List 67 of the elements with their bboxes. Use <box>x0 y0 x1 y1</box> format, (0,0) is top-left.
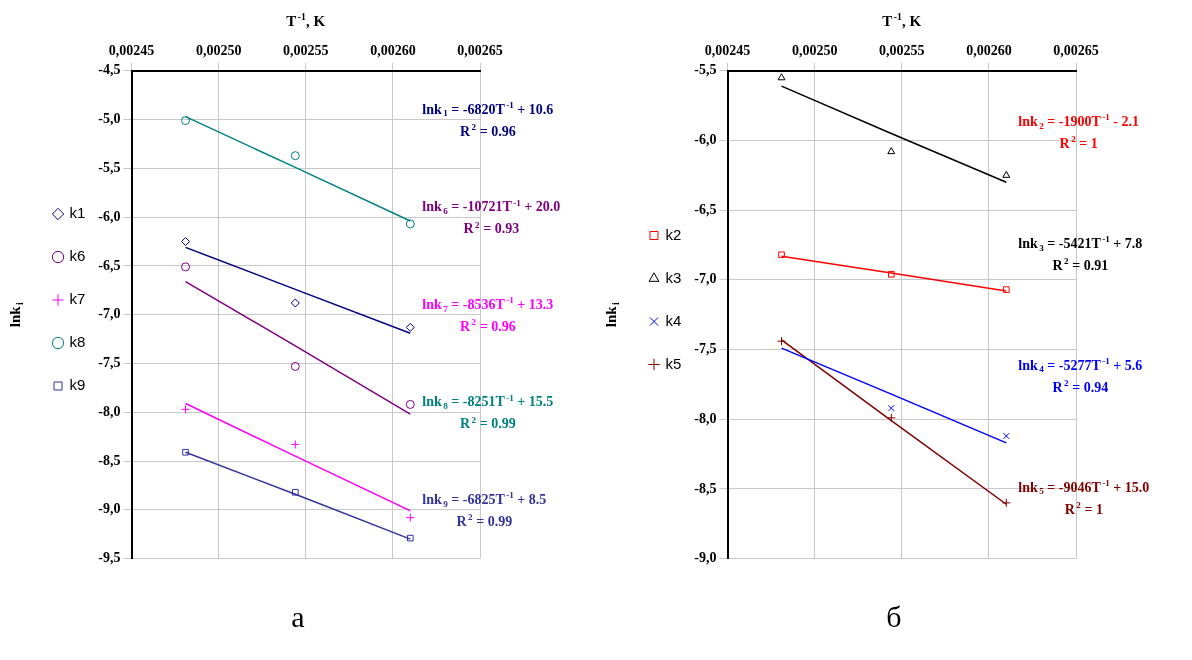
y-tick-label: -4,5 <box>98 62 121 78</box>
point <box>290 151 300 161</box>
text: а <box>290 600 306 634</box>
point <box>777 336 787 346</box>
point <box>182 448 189 456</box>
point <box>290 298 300 308</box>
y-tick-label: -7,0 <box>694 271 717 287</box>
point <box>181 237 191 247</box>
x-tick-label: 0,00250 <box>791 43 838 59</box>
legend-label: k7 <box>69 290 86 308</box>
y-tick-label: -8,5 <box>98 452 121 468</box>
y-tick-label: -9,5 <box>98 550 121 566</box>
point <box>405 399 415 409</box>
y-tick-label: -6,5 <box>694 201 717 217</box>
y-tick-label: -5,5 <box>694 62 717 78</box>
y-tick-label: -9,0 <box>694 550 717 566</box>
x-tick-label: 0,00255 <box>879 43 925 59</box>
x-tick-label: 0,00265 <box>1053 43 1099 59</box>
y-tick-label: -7,5 <box>694 341 717 357</box>
y-tick-label: -7,5 <box>98 355 121 371</box>
legend-label: k9 <box>69 376 86 394</box>
point <box>290 361 300 371</box>
y-tick-label: -8,5 <box>694 480 717 496</box>
y-tick-label: -6,5 <box>98 257 121 273</box>
point <box>405 513 415 523</box>
point <box>405 322 415 332</box>
point <box>406 534 414 542</box>
point <box>886 413 896 423</box>
point <box>181 116 191 126</box>
point <box>777 73 786 81</box>
legend-label: k4 <box>665 311 682 329</box>
point <box>291 488 299 496</box>
legend-label: k2 <box>665 225 682 243</box>
y-tick-label: -5,0 <box>98 111 121 127</box>
point <box>778 251 785 259</box>
legend-label: k1 <box>69 204 86 222</box>
point <box>887 147 896 155</box>
point <box>1002 286 1010 293</box>
x-tick-label: 0,00245 <box>704 43 751 59</box>
x-tick-label: 0,00250 <box>195 43 242 59</box>
x-tick-label: 0,00245 <box>108 43 155 59</box>
point <box>181 262 191 272</box>
point <box>181 404 191 414</box>
y-tick-label: -7,0 <box>98 306 121 322</box>
y-tick-label: -6,0 <box>694 132 717 148</box>
y-tick-label: -9,0 <box>98 501 121 517</box>
point <box>1002 170 1011 178</box>
legend-label: k6 <box>69 247 86 265</box>
y-axis-title: lnki <box>603 301 621 328</box>
legend-label: k5 <box>665 354 682 372</box>
text: б <box>885 600 903 634</box>
legend-label: k3 <box>665 268 682 286</box>
y-tick-label: -6,0 <box>98 208 121 224</box>
y-tick-label: -5,5 <box>98 159 121 175</box>
x-tick-label: 0,00260 <box>370 43 416 59</box>
y-tick-label: -8,0 <box>694 410 717 426</box>
y-tick-label: -8,0 <box>98 403 121 419</box>
legend-label: k8 <box>69 333 86 351</box>
point <box>887 404 895 412</box>
point <box>1002 432 1010 440</box>
point <box>405 219 415 229</box>
point <box>290 439 300 449</box>
x-tick-label: 0,00265 <box>457 43 503 59</box>
x-tick-label: 0,00255 <box>283 43 329 59</box>
x-tick-label: 0,00260 <box>966 43 1012 59</box>
y-axis-title: lnki <box>7 301 25 328</box>
point <box>887 270 895 278</box>
